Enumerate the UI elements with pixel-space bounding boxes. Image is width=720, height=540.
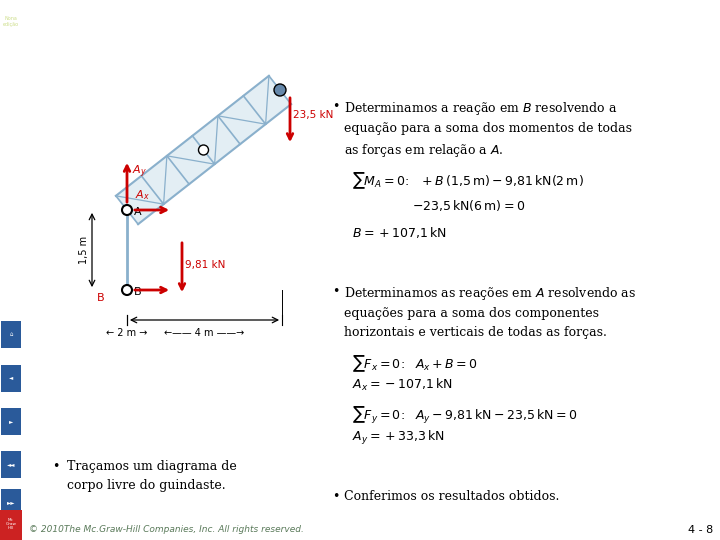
Text: ⌂: ⌂	[9, 332, 13, 338]
Circle shape	[122, 205, 132, 215]
Text: Determinamos as reações em $A$ resolvendo as
equações para a soma dos componente: Determinamos as reações em $A$ resolvend…	[344, 285, 636, 339]
Text: 4 - 8: 4 - 8	[688, 525, 713, 535]
Bar	[1, 451, 21, 478]
Polygon shape	[116, 76, 291, 224]
Circle shape	[274, 84, 286, 96]
Text: 23,5 kN: 23,5 kN	[293, 110, 333, 120]
Text: ◄◄: ◄◄	[6, 462, 15, 467]
Text: 1,5 m: 1,5 m	[79, 236, 89, 264]
Text: $A_x = -107{,}1\,\mathrm{kN}$: $A_x = -107{,}1\,\mathrm{kN}$	[352, 377, 453, 393]
Text: $A_y$: $A_y$	[132, 164, 147, 180]
Text: Determinamos a reação em $B$ resolvendo a
equação para a soma dos momentos de to: Determinamos a reação em $B$ resolvendo …	[344, 100, 632, 159]
Bar	[1, 364, 21, 391]
Text: $-23{,}5\,\mathrm{kN}(6\,\mathrm{m}) = 0$: $-23{,}5\,\mathrm{kN}(6\,\mathrm{m}) = 0…	[412, 198, 526, 213]
Text: B: B	[97, 293, 104, 303]
Circle shape	[122, 285, 132, 295]
Text: Traçamos um diagrama de
corpo livre do guindaste.: Traçamos um diagrama de corpo livre do g…	[67, 460, 237, 491]
Bar	[1, 489, 21, 516]
Text: •: •	[332, 490, 339, 503]
Circle shape	[199, 145, 209, 155]
Text: ►►: ►►	[6, 500, 15, 505]
Text: $A_x$: $A_x$	[135, 188, 150, 202]
Bar	[1, 408, 21, 435]
Text: •: •	[332, 285, 339, 298]
Text: ← 2 m →: ← 2 m →	[107, 328, 148, 338]
Text: Mecânica Vetorial para Engenheiros: Estática: Mecânica Vetorial para Engenheiros: Está…	[29, 6, 703, 34]
Text: $B = +107{,}1\,\mathrm{kN}$: $B = +107{,}1\,\mathrm{kN}$	[352, 225, 446, 240]
Text: Nona
edição: Nona edição	[3, 16, 19, 27]
Bar	[1, 321, 21, 348]
Text: $\sum F_x = 0\!:\ \ A_x + B = 0$: $\sum F_x = 0\!:\ \ A_x + B = 0$	[352, 353, 477, 374]
Text: $A_y = +33{,}3\,\mathrm{kN}$: $A_y = +33{,}3\,\mathrm{kN}$	[352, 429, 445, 447]
Text: ►: ►	[9, 418, 13, 424]
Text: A: A	[134, 207, 142, 217]
Text: •: •	[52, 460, 59, 473]
Text: © 2010The Mc.Graw-Hill Companies, Inc. All rights reserved.: © 2010The Mc.Graw-Hill Companies, Inc. A…	[29, 525, 304, 535]
Text: ◄: ◄	[9, 375, 13, 381]
Text: Problema Resolvido 4.1: Problema Resolvido 4.1	[27, 46, 249, 64]
Text: 9,81 kN: 9,81 kN	[185, 260, 225, 270]
Text: Mc
Graw
Hill: Mc Graw Hill	[6, 518, 17, 530]
Text: •: •	[332, 100, 339, 113]
Text: Conferimos os resultados obtidos.: Conferimos os resultados obtidos.	[344, 490, 559, 503]
Text: $\sum F_y = 0\!:\ \ A_y - 9{,}81\,\mathrm{kN} - 23{,}5\,\mathrm{kN} = 0$: $\sum F_y = 0\!:\ \ A_y - 9{,}81\,\mathr…	[352, 405, 577, 426]
Bar	[0, 510, 22, 540]
Text: B: B	[134, 287, 142, 297]
Text: $\sum M_A = 0\!:\ \ +B\,(1{,}5\,\mathrm{m}) - 9{,}81\,\mathrm{kN}(2\,\mathrm{m}): $\sum M_A = 0\!:\ \ +B\,(1{,}5\,\mathrm{…	[352, 170, 584, 191]
Text: ←—— 4 m ——→: ←—— 4 m ——→	[164, 328, 245, 338]
